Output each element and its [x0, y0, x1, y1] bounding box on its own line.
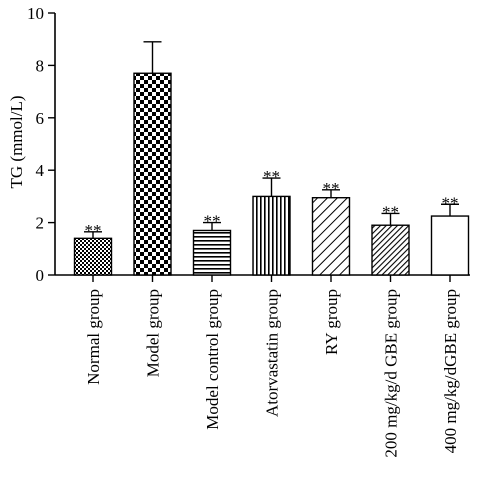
- bar: [430, 215, 470, 276]
- bar: [311, 197, 351, 276]
- x-category-label: Model group: [144, 289, 163, 377]
- significance-marker: **: [323, 179, 340, 198]
- y-tick-label: 0: [36, 266, 45, 285]
- y-tick-label: 6: [36, 109, 45, 128]
- bar: [133, 72, 172, 276]
- x-category-label: 400 mg/kg/dGBE group: [441, 289, 460, 453]
- bar: [371, 224, 410, 276]
- y-tick-label: 10: [27, 4, 44, 23]
- x-category-label: Atorvastatin group: [263, 289, 282, 417]
- significance-marker: **: [382, 202, 399, 221]
- x-category-label: Model control group: [203, 289, 222, 430]
- x-axis: Normal group Model group Model control gro…: [55, 274, 470, 458]
- y-tick-label: 2: [36, 214, 45, 233]
- bar: [192, 229, 232, 276]
- significance-marker: **: [263, 167, 280, 186]
- y-axis: 0 2 4 6 8 10: [27, 4, 56, 285]
- significance-marker: **: [204, 212, 221, 231]
- bars-layer: ** ** ** ** ** **: [73, 41, 470, 276]
- x-category-label: RY group: [322, 289, 341, 355]
- y-axis-label: TG (mmol/L): [7, 95, 26, 188]
- bar: [252, 195, 291, 276]
- y-tick-label: 8: [36, 56, 45, 75]
- significance-marker: **: [85, 221, 102, 240]
- bar: [73, 237, 113, 276]
- x-category-label: 200 mg/kg/d GBE group: [382, 289, 401, 458]
- significance-marker: **: [442, 193, 459, 212]
- x-category-label: Normal group: [84, 289, 103, 385]
- y-tick-label: 4: [36, 161, 45, 180]
